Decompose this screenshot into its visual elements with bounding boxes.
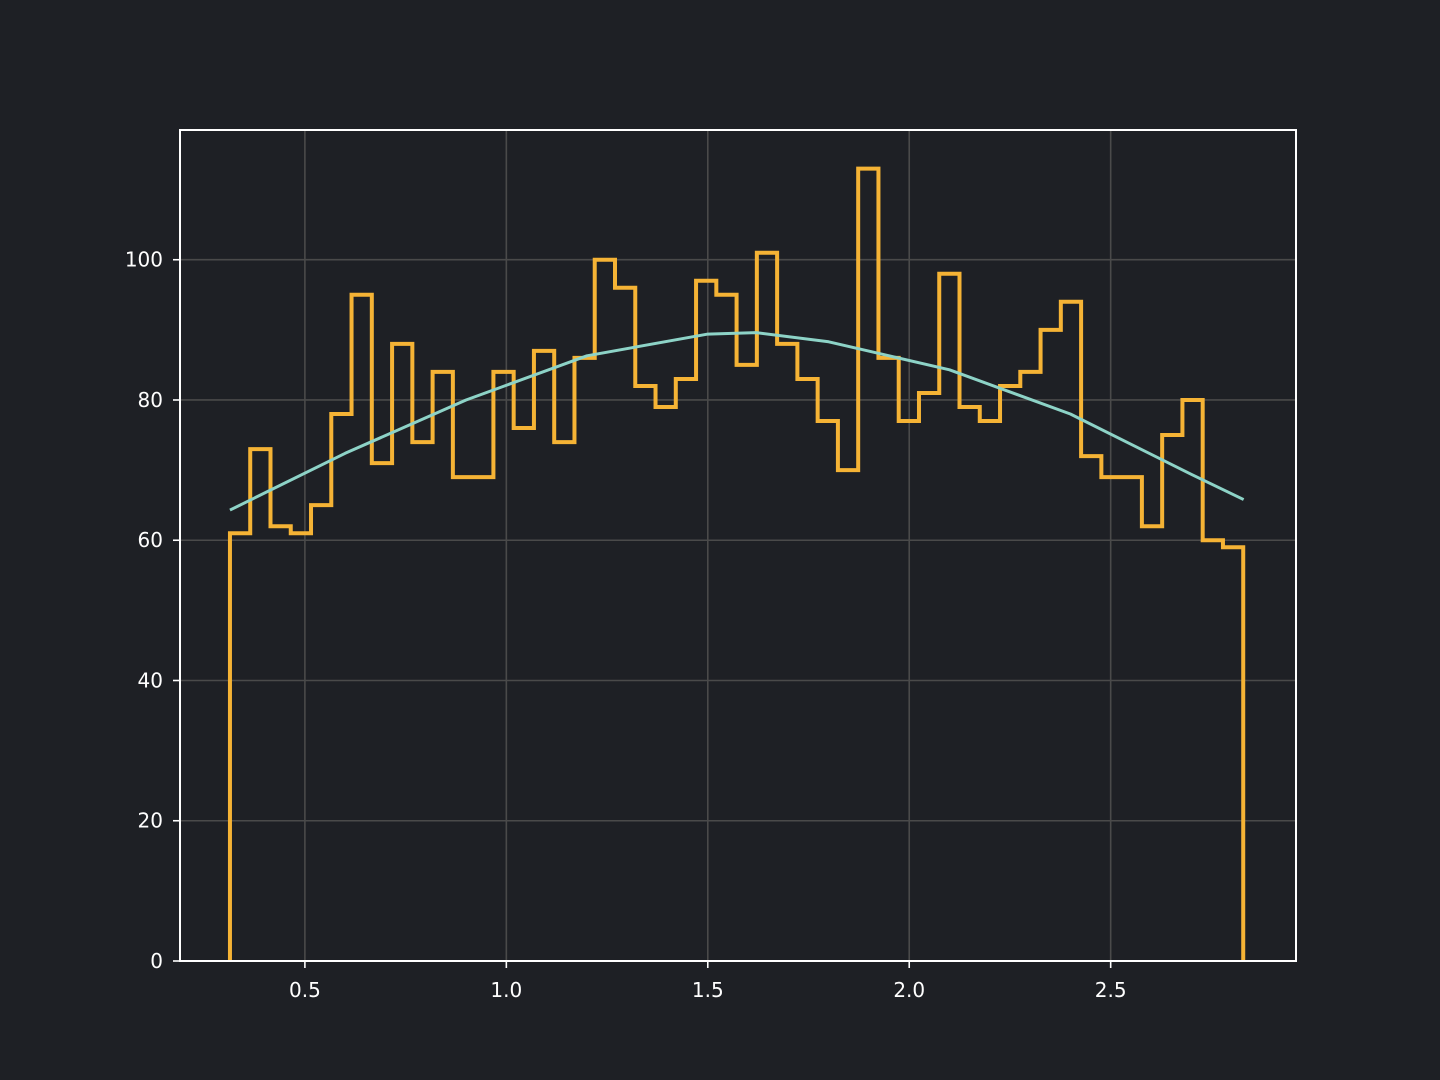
x-tick-label: 0.5	[289, 978, 321, 1002]
fit-curve	[229, 331, 1245, 512]
y-axis-ticks: 0 20 40 60 80 100	[125, 248, 180, 973]
plot-frame	[179, 129, 1297, 962]
y-tick-label: 60	[138, 528, 163, 552]
y-tick-label: 0	[150, 949, 163, 973]
y-tick-label: 100	[125, 248, 163, 272]
x-tick-label: 2.0	[893, 978, 925, 1002]
y-tick-label: 20	[138, 809, 163, 833]
x-tick-label: 2.5	[1095, 978, 1127, 1002]
grid-lines	[180, 130, 1296, 961]
histogram-steps	[227, 166, 1246, 961]
x-tick-label: 1.0	[490, 978, 522, 1002]
x-axis-ticks: 0.5 1.0 1.5 2.0 2.5	[289, 961, 1127, 1002]
y-tick-label: 40	[138, 668, 163, 692]
histogram-step-outline	[227, 166, 1246, 961]
fit-curve-line	[229, 331, 1245, 512]
x-tick-label: 1.5	[692, 978, 724, 1002]
y-tick-label: 80	[138, 388, 163, 412]
